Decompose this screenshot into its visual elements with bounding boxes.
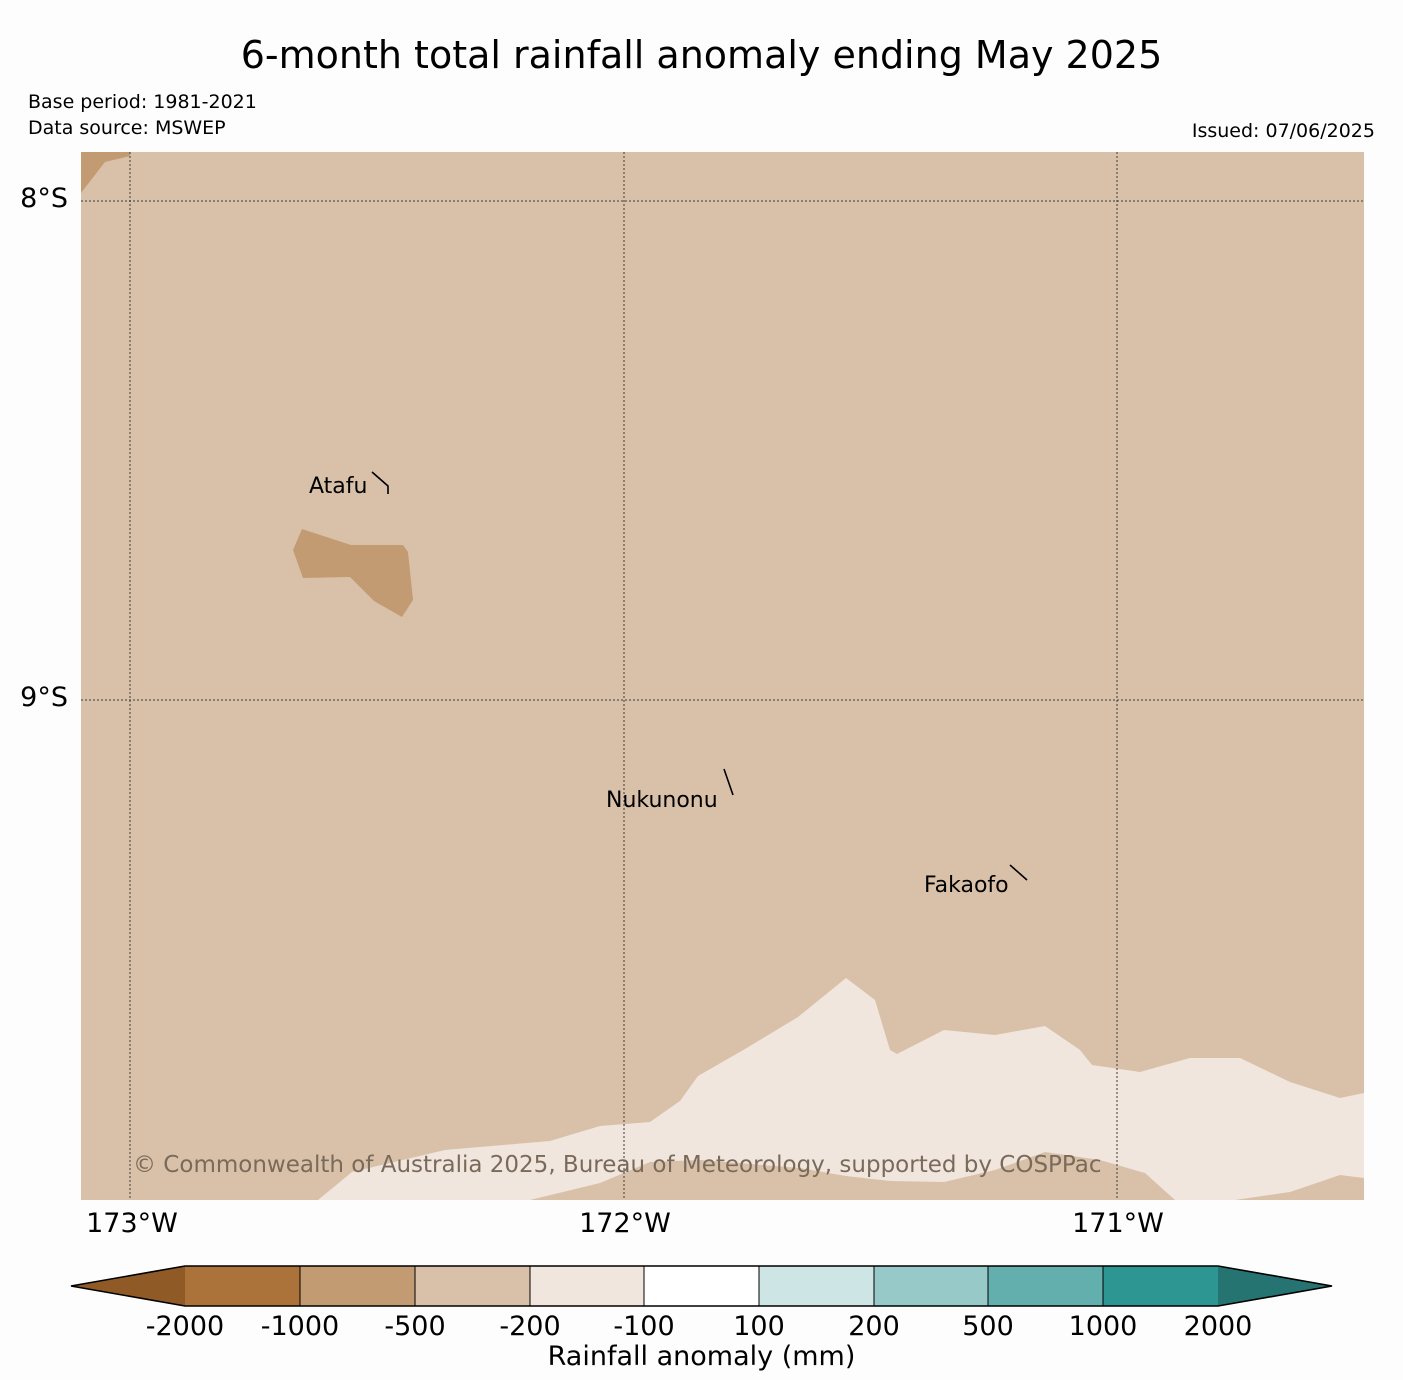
map-metadata: Base period: 1981-2021 Data source: MSWE… <box>28 89 257 141</box>
colorbar-tick-label: 200 <box>848 1311 900 1342</box>
colorbar-bin-7 <box>874 1266 988 1306</box>
anomaly-region-dry-patch <box>293 529 413 617</box>
colorbar-tick-label: -100 <box>613 1311 675 1342</box>
nukunonu-atoll-outline <box>723 768 734 796</box>
colorbar-tick-label: -200 <box>499 1311 561 1342</box>
lon-label-173w: 173°W <box>86 1208 178 1239</box>
colorbar-bin-9 <box>1103 1266 1218 1306</box>
colorbar-bin-1 <box>185 1266 300 1306</box>
colorbar-tick-label: -1000 <box>260 1311 340 1342</box>
lat-label-9s: 9°S <box>20 682 68 713</box>
colorbar <box>70 1265 1333 1307</box>
atafu-atoll-outline <box>371 471 389 494</box>
data-source-text: Data source: MSWEP <box>28 117 226 139</box>
base-period-text: Base period: 1981-2021 <box>28 91 257 113</box>
issued-date-text: Issued: 07/06/2025 <box>1191 120 1375 142</box>
fakaofo-atoll-outline <box>1009 864 1028 881</box>
colorbar-tick-label: -2000 <box>145 1311 225 1342</box>
map-title: 6-month total rainfall anomaly ending Ma… <box>240 33 1163 77</box>
colorbar-bin-8 <box>988 1266 1103 1306</box>
colorbar-tick-label: 2000 <box>1183 1311 1253 1342</box>
place-label-atafu: Atafu <box>309 474 368 499</box>
lon-label-172w: 172°W <box>579 1208 671 1239</box>
colorbar-under-arrow <box>71 1266 185 1306</box>
lat-label-8s: 8°S <box>20 183 68 214</box>
colorbar-tick-label: 500 <box>962 1311 1014 1342</box>
colorbar-outline <box>70 1265 1333 1307</box>
place-label-nukunonu: Nukunonu <box>606 788 718 813</box>
graticule <box>81 152 1364 1200</box>
colorbar-bin-4 <box>530 1266 644 1306</box>
colorbar-tick-label: 1000 <box>1068 1311 1138 1342</box>
colorbar-bin-5 <box>644 1266 759 1306</box>
colorbar-title: Rainfall anomaly (mm) <box>547 1341 856 1372</box>
anomaly-region-near-normal <box>318 978 1364 1200</box>
lon-label-171w: 171°W <box>1072 1208 1164 1239</box>
colorbar-over-arrow <box>1218 1266 1332 1306</box>
colorbar-tick-label: 100 <box>733 1311 785 1342</box>
anomaly-region-dry-corner <box>81 152 130 193</box>
copyright-notice: © Commonwealth of Australia 2025, Bureau… <box>133 1152 1102 1178</box>
colorbar-bin-2 <box>300 1266 415 1306</box>
map-background <box>81 152 1364 1200</box>
colorbar-bin-3 <box>415 1266 530 1306</box>
colorbar-tick-label: -500 <box>384 1311 446 1342</box>
place-label-fakaofo: Fakaofo <box>924 873 1009 898</box>
colorbar-bin-6 <box>759 1266 874 1306</box>
